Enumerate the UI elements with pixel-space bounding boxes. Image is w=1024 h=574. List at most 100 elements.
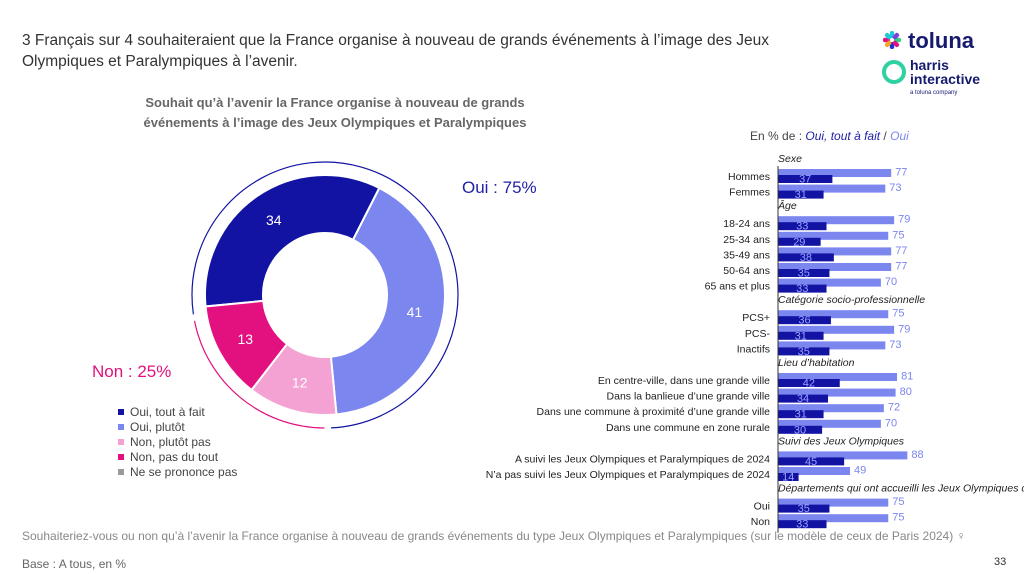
bar-oui-tout-a-fait-value: 33: [796, 221, 808, 233]
logo-brand2: harris: [910, 57, 949, 73]
category-label: Hommes: [728, 171, 770, 183]
footer-base: Base : A tous, en %: [22, 557, 127, 571]
bar-oui-tout-a-fait-value: 29: [793, 236, 805, 248]
logo-brand1: toluna: [908, 28, 975, 53]
category-label: N’a pas suivi les Jeux Olympiques et Par…: [486, 469, 770, 481]
bar-oui-tout-a-fait-value: 38: [800, 252, 812, 264]
bar-oui-value: 75: [892, 229, 904, 241]
bar-oui: [778, 216, 895, 225]
donut-legend: Oui, tout à fait Oui, plutôt Non, plutôt…: [118, 404, 237, 479]
group-title: Suivi des Jeux Olympiques: [778, 435, 905, 447]
donut-slice: [204, 174, 381, 308]
bar-oui-tout-a-fait: [778, 410, 824, 419]
slice-value-label: 12: [292, 374, 308, 390]
non-total-label: Non : 25%: [92, 362, 172, 381]
bar-oui-tout-a-fait: [778, 253, 834, 262]
category-label: Dans la banlieue d’une grande ville: [607, 391, 771, 403]
bar-oui: [778, 514, 889, 523]
bar-oui-value: 88: [911, 449, 923, 461]
category-label: Oui: [754, 501, 770, 513]
bar-oui-value: 72: [888, 402, 900, 414]
bar-oui-value: 79: [898, 214, 910, 226]
bar-oui-value: 77: [895, 245, 907, 257]
bar-oui-tout-a-fait: [778, 425, 823, 434]
bar-oui: [778, 451, 908, 460]
bar-oui-tout-a-fait: [778, 269, 830, 277]
bar-oui-tout-a-fait: [778, 394, 828, 403]
group-title: Sexe: [778, 153, 802, 165]
category-label: Dans une commune en zone rurale: [606, 422, 770, 434]
category-label: 65 ans et plus: [705, 281, 770, 293]
bar-oui-value: 70: [885, 417, 897, 429]
bar-oui: [778, 341, 886, 350]
category-label: Dans une commune à proximité d’une grand…: [537, 406, 771, 418]
oui-total-label: Oui : 75%: [462, 178, 537, 197]
bar-oui-tout-a-fait-value: 45: [805, 456, 817, 468]
oui-group-arc: [191, 161, 459, 429]
bar-oui: [778, 184, 886, 193]
bar-oui: [778, 498, 889, 507]
group-title: Âge: [777, 199, 797, 212]
units-note: En % de : Oui, tout à fait / Oui: [750, 129, 909, 143]
slice-value-label: 13: [238, 331, 254, 347]
bar-oui-tout-a-fait: [778, 457, 845, 466]
slice-value-label: 34: [266, 212, 282, 228]
bar-oui-value: 80: [900, 386, 912, 398]
bar-oui-tout-a-fait-value: 34: [797, 393, 809, 405]
footer-question: Souhaiteriez-vous ou non qu’à l’avenir l…: [22, 529, 966, 543]
bar-oui-tout-a-fait: [778, 473, 799, 481]
bar-oui: [778, 263, 892, 271]
logo-tagline: a toluna company: [910, 90, 957, 96]
bar-oui: [778, 231, 889, 240]
page-number: 33: [994, 556, 1007, 568]
group-title: Lieu d’habitation: [778, 357, 855, 369]
bar-oui-tout-a-fait: [778, 316, 831, 325]
bar-oui-tout-a-fait-value: 35: [798, 346, 810, 358]
bar-oui-tout-a-fait-value: 35: [798, 503, 810, 515]
bar-oui-tout-a-fait-value: 31: [795, 189, 807, 201]
legend-item: Oui, tout à fait: [118, 404, 237, 419]
legend-item: Non, plutôt pas: [118, 434, 237, 449]
category-label: Femmes: [729, 187, 770, 199]
bar-oui: [778, 310, 889, 319]
bar-oui-tout-a-fait: [778, 504, 830, 513]
bar-oui-tout-a-fait: [778, 175, 833, 183]
category-label: 25-34 ans: [723, 234, 770, 246]
bar-oui-value: 77: [895, 261, 907, 273]
legend-item: Non, pas du tout: [118, 449, 237, 464]
donut-slice: [204, 299, 289, 392]
bar-oui: [778, 278, 881, 287]
bar-oui-tout-a-fait-value: 33: [796, 519, 808, 531]
bar-oui-tout-a-fait: [778, 379, 840, 387]
bar-oui-tout-a-fait-value: 14: [782, 472, 794, 484]
bar-oui: [778, 467, 851, 475]
category-label: PCS+: [742, 312, 770, 324]
bar-oui-tout-a-fait: [778, 237, 821, 246]
bar-oui-value: 79: [898, 323, 910, 335]
category-label: Inactifs: [737, 343, 770, 355]
donut-title: Souhait qu’à l’avenir la France organise…: [143, 95, 527, 130]
bar-oui-value: 81: [901, 371, 913, 383]
bar-oui: [778, 404, 884, 413]
bar-oui-tout-a-fait: [778, 347, 830, 356]
bar-oui: [778, 419, 881, 428]
bar-oui-value: 75: [892, 512, 904, 524]
bar-oui-value: 70: [885, 276, 897, 288]
bar-oui: [778, 388, 896, 397]
non-group-arc: [193, 320, 325, 429]
bar-oui-value: 73: [889, 182, 901, 194]
legend-item: Oui, plutôt: [118, 419, 237, 434]
slice-value-label: 41: [407, 304, 423, 320]
logo-brand3: interactive: [910, 71, 980, 87]
category-label: Non: [751, 516, 770, 528]
category-label: PCS-: [745, 328, 771, 340]
headline: 3 Français sur 4 souhaiteraient que la F…: [22, 32, 770, 70]
bar-oui-tout-a-fait-value: 35: [798, 268, 810, 280]
bar-oui-tout-a-fait-value: 42: [803, 378, 815, 390]
donut-chart: 34 41 12 13: [191, 161, 459, 429]
bar-oui-tout-a-fait-value: 31: [795, 409, 807, 421]
bar-oui-value: 75: [892, 496, 904, 508]
bar-oui: [778, 247, 892, 256]
group-title: Départements qui ont accueilli les Jeux …: [778, 483, 1024, 495]
bar-oui: [778, 325, 895, 334]
